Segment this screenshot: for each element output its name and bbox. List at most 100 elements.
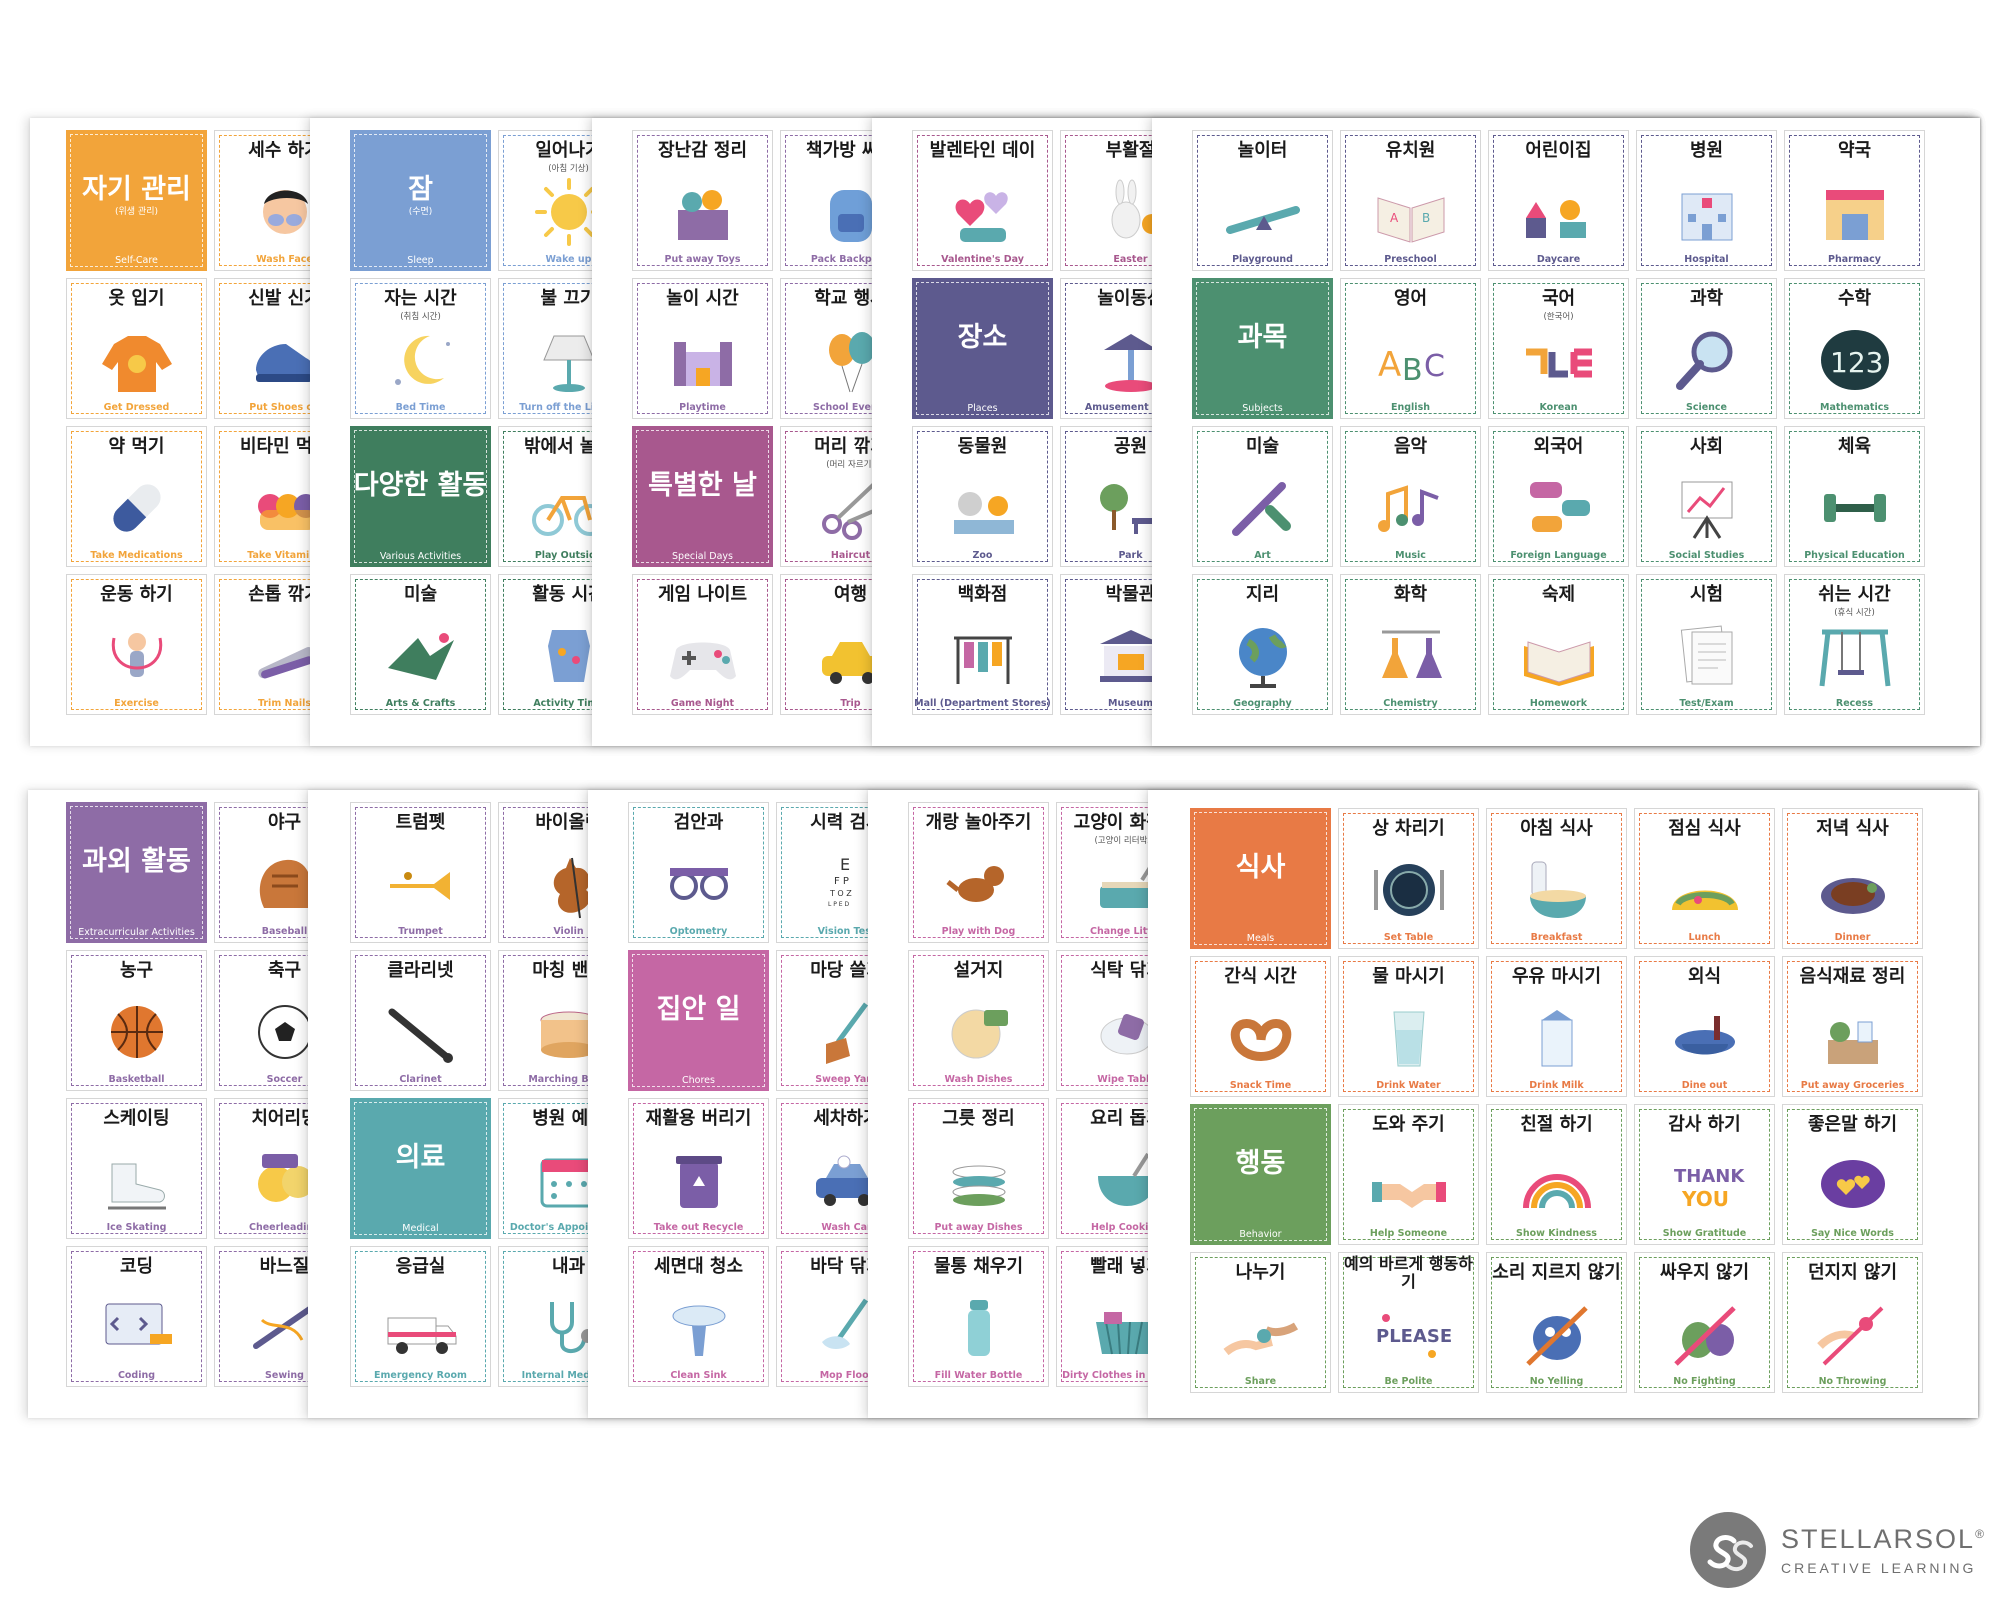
card-english-label: Pharmacy [1828,254,1881,265]
museum-icon [1099,629,1162,682]
card-korean-label: 체육 [1837,436,1872,457]
flashcard: 음악 Music [1340,426,1481,567]
flashcard: 지리 Geography [1192,574,1333,715]
card-english-label: Physical Education [1804,550,1905,561]
sun-icon [534,177,603,246]
card-english-label: Show Kindness [1516,1228,1597,1239]
card-english-label: Special Days [672,551,733,562]
flashcard: 발렌타인 데이 Valentine's Day [912,130,1053,271]
card-korean-label: 바이올린 [535,812,602,833]
card-english-label: Basketball [108,1074,165,1085]
glass-icon [1392,1011,1425,1067]
card-english-label: Clarinet [399,1074,442,1085]
card-korean-label: 싸우지 않기 [1659,1262,1750,1283]
card-english-label: Violin [553,926,584,937]
brand-name: STELLARSOL® [1781,1524,1986,1554]
sink-icon [672,1305,725,1356]
card-english-label: Play with Dog [941,926,1016,937]
card-korean-label: 마당 쓸기 [810,960,883,981]
flashcard: 체육 Physical Education [1784,426,1925,567]
card-korean-label: 신발 신기 [248,288,321,309]
flashcard: 백화점 Mall (Department Stores) [912,574,1053,715]
card-english-label: Trim Nails [257,698,312,709]
card-english-label: Extracurricular Activities [78,927,195,938]
card-english-label: Game Night [670,698,735,709]
card-english-label: Haircut [830,550,871,561]
ambulance-icon [387,1317,456,1354]
card-english-label: Park [1118,550,1143,561]
category-title: 잠 [408,174,433,205]
card-korean-label: 시력 검사 [810,812,883,833]
card-english-label: Sleep [407,255,434,266]
category-title: 행동 [1235,1148,1286,1179]
svg-text:B: B [1402,353,1423,388]
card-korean-label: 불 끄기 [540,288,597,309]
card-korean-note: (위생 관리) [114,207,158,217]
scissors-icon [821,482,877,540]
category-card: 집안 일 Chores [628,950,769,1091]
flashcard: 클라리넷 Clarinet [350,950,491,1091]
card-korean-label: 외식 [1687,966,1722,987]
card-korean-label: 국어 [1541,288,1576,309]
pill-icon [112,484,161,532]
card-korean-label: 소리 지르지 않기 [1492,1262,1621,1283]
card-korean-label: 옷 입기 [108,288,165,309]
card-korean-label: 재활용 버리기 [645,1108,752,1129]
card-korean-note: (취침 시간) [400,312,441,322]
nail-clipper-icon [257,646,314,679]
flashcard: 동물원 Zoo [912,426,1053,567]
pretzel-icon [1230,1018,1291,1061]
card-korean-label: 수학 [1837,288,1872,309]
recycle-bin-icon [675,1155,722,1208]
card-english-label: Chores [682,1075,715,1086]
category-card: 식사 Meals [1190,808,1331,949]
card-english-label: Mall (Department Stores) [914,698,1051,709]
card-english-label: Art [1254,550,1271,561]
flashcard: 검안과 Optometry [628,802,769,943]
flashcard: 약국 Pharmacy [1784,130,1925,271]
flashcard: 간식 시간 Snack Time [1190,956,1331,1097]
svg-text:F P: F P [834,876,849,887]
brand-logo: STELLARSOL® CREATIVE LEARNING [1688,1510,1984,1590]
card-korean-label: 시험 [1689,584,1724,605]
card-korean-label: 화학 [1393,584,1428,605]
card-english-label: No Throwing [1818,1376,1887,1387]
card-korean-note: (휴식 시간) [1834,608,1875,618]
category-title: 과목 [1237,322,1288,353]
card-korean-label: 게임 나이트 [657,584,748,605]
flashcard: 응급실 Emergency Room [350,1246,491,1387]
card-korean-label: 요리 돕기 [1090,1108,1163,1129]
card-korean-label: 농구 [119,960,154,981]
card-english-label: Arts & Crafts [385,698,456,709]
flashcard: 개랑 놀아주기 Play with Dog [908,802,1049,943]
svg-text:T O Z: T O Z [829,889,852,898]
paintbrush-icon [1231,481,1291,536]
drum-icon [540,1011,597,1058]
broom-icon [825,1002,868,1064]
category-card: 장소 Places [912,278,1053,419]
card-english-label: Turn off the Lights [519,402,618,413]
card-korean-label: 나누기 [1235,1262,1286,1283]
card-english-label: Test/Exam [1679,698,1734,709]
flashcard: 약 먹기 Take Medications [66,426,207,567]
svg-text:A: A [1378,345,1401,385]
card-korean-label: 상 차리기 [1372,818,1445,839]
svg-text:L P E D: L P E D [828,901,849,908]
flashcard: 화학 Chemistry [1340,574,1481,715]
calendar-icon [540,1158,597,1208]
card-korean-label: 클라리넷 [387,960,454,981]
card-english-label: Coding [117,1370,156,1381]
milk-icon [1541,1009,1572,1067]
steak-icon [1820,877,1885,914]
card-english-label: School Events [813,402,888,413]
eye-device-icon [669,867,728,900]
flashcard: 음식재료 정리 Put away Groceries [1782,956,1923,1097]
flashcard: 미술 Art [1192,426,1333,567]
speech-bubbles-icon [1529,481,1590,532]
card-english-label: Behavior [1239,1229,1282,1240]
flashcard: 국어 (한국어) Korean [1488,278,1629,419]
flashcard: 예의 바르게 행동하기 PLEASE Be Polite [1338,1252,1479,1393]
monogram-logo-icon [1690,1512,1766,1588]
flashcard: 스케이팅 Ice Skating [66,1098,207,1239]
bunny-icon [1111,179,1162,239]
